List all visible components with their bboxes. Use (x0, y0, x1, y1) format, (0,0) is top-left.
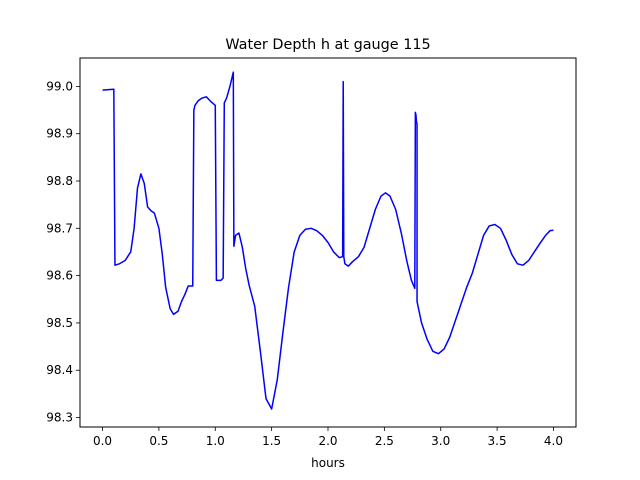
x-tick-label: 3.0 (431, 434, 450, 448)
x-tick-label: 0.0 (93, 434, 112, 448)
x-axis-ticks: 0.0 0.5 1.0 1.5 2.0 2.5 3.0 3.5 4.0 (93, 427, 563, 448)
y-tick-label: 98.7 (46, 221, 73, 235)
chart-title: Water Depth h at gauge 115 (225, 37, 430, 53)
y-tick-label: 98.6 (46, 269, 73, 283)
x-tick-label: 1.0 (206, 434, 225, 448)
x-tick-label: 0.5 (149, 434, 168, 448)
y-tick-label: 99.0 (46, 79, 73, 93)
series-line-0 (102, 71, 554, 410)
y-tick-label: 98.9 (46, 127, 73, 141)
x-tick-label: 4.0 (544, 434, 563, 448)
y-tick-label: 98.5 (46, 316, 73, 330)
x-axis-label: hours (311, 456, 345, 470)
x-tick-label: 2.0 (318, 434, 337, 448)
y-tick-label: 98.4 (46, 363, 73, 377)
x-tick-label: 1.5 (262, 434, 281, 448)
y-tick-label: 98.8 (46, 174, 73, 188)
y-tick-label: 98.3 (46, 411, 73, 425)
x-tick-label: 2.5 (375, 434, 394, 448)
x-tick-label: 3.5 (488, 434, 507, 448)
plot-area (102, 71, 554, 410)
y-axis-ticks: 98.3 98.4 98.5 98.6 98.7 98.8 98.9 99.0 (46, 79, 80, 425)
